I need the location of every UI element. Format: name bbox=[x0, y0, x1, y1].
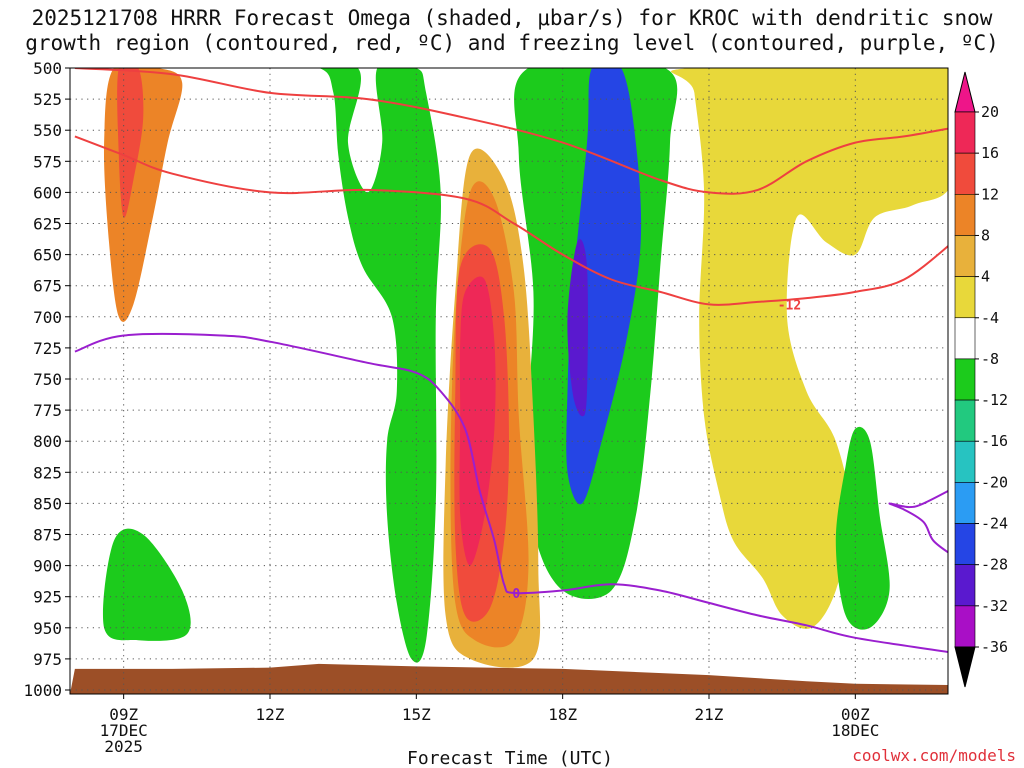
x-tick-label-09Z: 09Z bbox=[109, 705, 138, 724]
y-tick-label-850: 850 bbox=[33, 494, 62, 513]
colorbar-label--12: -12 bbox=[981, 391, 1008, 409]
colorbar-swatch--12 bbox=[954, 399, 976, 442]
colorbar-swatch-16 bbox=[954, 152, 976, 195]
omega-region-omega-right-purple-core bbox=[567, 239, 588, 417]
y-tick-label-950: 950 bbox=[33, 619, 62, 638]
y-tick-label-800: 800 bbox=[33, 432, 62, 451]
colorbar-label--36: -36 bbox=[981, 638, 1008, 656]
y-tick-label-700: 700 bbox=[33, 308, 62, 327]
x-tick-label-21Z: 21Z bbox=[695, 705, 724, 724]
y-tick-label-825: 825 bbox=[33, 463, 62, 482]
y-tick-label-650: 650 bbox=[33, 246, 62, 265]
colorbar-swatch-8 bbox=[954, 235, 976, 277]
colorbar-swatch--28 bbox=[954, 564, 976, 607]
terrain-surface bbox=[70, 663, 948, 694]
colorbar-swatch-12 bbox=[954, 194, 976, 236]
colorbar-label-8: 8 bbox=[981, 226, 990, 244]
x-axis-title: Forecast Time (UTC) bbox=[407, 748, 613, 768]
y-tick-label-625: 625 bbox=[33, 215, 62, 234]
x-tick-label-12Z: 12Z bbox=[256, 705, 285, 724]
y-tick-label-525: 525 bbox=[33, 90, 62, 109]
colorbar-label--8: -8 bbox=[981, 350, 999, 368]
y-tick-label-775: 775 bbox=[33, 401, 62, 420]
y-tick-label-900: 900 bbox=[33, 557, 62, 576]
colorbar-label-20: 20 bbox=[981, 103, 999, 121]
y-tick-label-875: 875 bbox=[33, 526, 62, 545]
colorbar-label-16: 16 bbox=[981, 144, 999, 162]
y-tick-label-600: 600 bbox=[33, 183, 62, 202]
colorbar-label-4: 4 bbox=[981, 268, 990, 286]
colorbar-label--28: -28 bbox=[981, 556, 1008, 574]
colorbar-swatch-20 bbox=[954, 111, 976, 154]
colorbar-label--24: -24 bbox=[981, 515, 1008, 533]
terrain-layer bbox=[70, 663, 948, 694]
colorbar-swatch-4 bbox=[954, 276, 976, 319]
y-tick-label-975: 975 bbox=[33, 650, 62, 669]
colorbar-swatch--32 bbox=[954, 605, 976, 648]
freezing-contour-0 bbox=[74, 333, 948, 653]
y-tick-label-1000: 1000 bbox=[23, 681, 62, 700]
credit-link[interactable]: coolwx.com/models bbox=[852, 746, 1016, 765]
dgz-contour-0 bbox=[74, 68, 948, 195]
omega-region-omega-center-magenta bbox=[459, 276, 496, 566]
contour-layer: -12 0 bbox=[74, 68, 948, 653]
y-tick-label-500: 500 bbox=[33, 59, 62, 78]
colorbar-swatch--24 bbox=[954, 523, 976, 565]
y-tick-label-550: 550 bbox=[33, 121, 62, 140]
y-tick-label-575: 575 bbox=[33, 152, 62, 171]
y-axis: 500 525 550 575 600 625 650 675 700 725 750 775 800 8… bbox=[23, 59, 70, 700]
dgz-contour-label: -12 bbox=[778, 298, 801, 313]
y-tick-label-675: 675 bbox=[33, 277, 62, 296]
colorbar-bottom-arrow bbox=[954, 646, 976, 688]
colorbar-label-12: 12 bbox=[981, 185, 999, 203]
dgz-contour-1 bbox=[74, 135, 948, 306]
colorbar-swatch--4 bbox=[954, 317, 976, 360]
y-tick-label-925: 925 bbox=[33, 588, 62, 607]
y-tick-label-750: 750 bbox=[33, 370, 62, 389]
x-tick-label-00Z: 00Z bbox=[841, 705, 870, 724]
x-tick-label-18DEC: 18DEC bbox=[831, 721, 879, 740]
x-tick-label-15Z: 15Z bbox=[402, 705, 431, 724]
colorbar-swatch--20 bbox=[954, 482, 976, 524]
colorbar-label--16: -16 bbox=[981, 432, 1008, 450]
colorbar-label--20: -20 bbox=[981, 473, 1008, 491]
colorbar-swatch--16 bbox=[954, 440, 976, 483]
omega-region-omega-lower-right-green bbox=[835, 426, 890, 630]
omega-region-omega-left-green-band bbox=[258, 68, 441, 663]
freezing-contour-1 bbox=[888, 489, 948, 554]
omega-shading-layer bbox=[102, 68, 948, 668]
colorbar-top-arrow bbox=[954, 71, 976, 113]
x-tick-label-17DEC: 17DEC bbox=[100, 721, 148, 740]
freezing-contour-label: 0 bbox=[512, 587, 520, 602]
grid-layer bbox=[70, 68, 948, 694]
title-line-2: growth region (contoured, red, ºC) and f… bbox=[25, 31, 999, 55]
y-tick-label-725: 725 bbox=[33, 339, 62, 358]
title-line-1: 2025121708 HRRR Forecast Omega (shaded, … bbox=[31, 6, 993, 30]
omega-region-red-upper-left bbox=[117, 68, 144, 218]
colorbar-label--4: -4 bbox=[981, 309, 999, 327]
plot-frame bbox=[69, 67, 949, 695]
x-tick-label-18Z: 18Z bbox=[548, 705, 577, 724]
omega-region-omega-upper-right-yellow bbox=[671, 68, 948, 629]
chart-title: 2025121708 HRRR Forecast Omega (shaded, … bbox=[0, 6, 1024, 56]
colorbar-swatch--8 bbox=[954, 358, 976, 401]
x-tick-label-2025: 2025 bbox=[104, 737, 143, 756]
omega-region-omega-lower-left-green bbox=[102, 528, 191, 641]
colorbar: 20 16 12 8 4 -4 -8 -12 -16 -20 -24 -28 -32 -36 bbox=[954, 71, 1008, 688]
colorbar-label--32: -32 bbox=[981, 597, 1008, 615]
